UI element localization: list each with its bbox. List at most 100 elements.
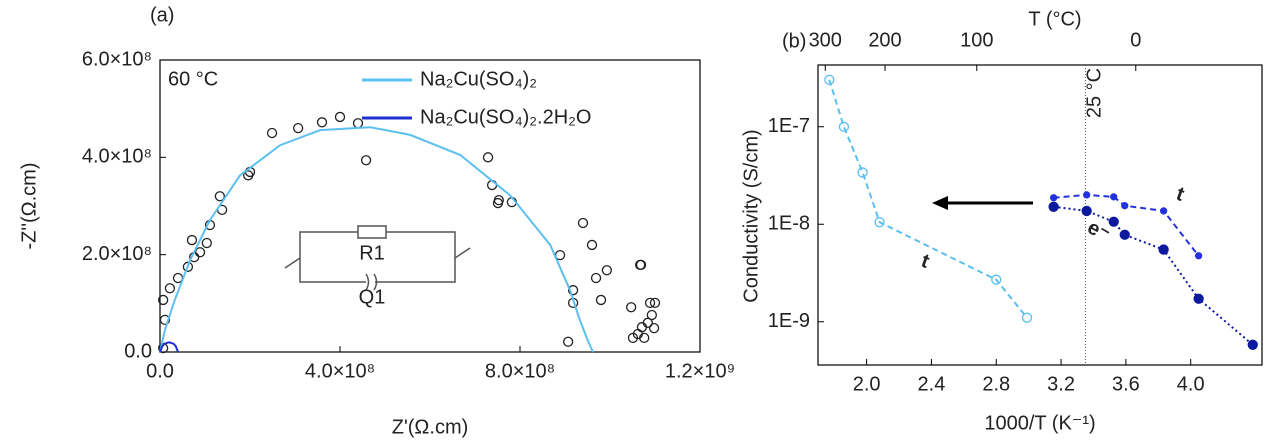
x2-tick-label: 300 xyxy=(809,29,842,51)
data-point xyxy=(1247,339,1258,350)
x-axis-label: Z'(Ω.cm) xyxy=(392,416,469,438)
data-point xyxy=(214,191,226,202)
data-point xyxy=(352,118,364,129)
annotation: Q1 xyxy=(359,286,386,308)
x-tick-label: 4.0×10⁸ xyxy=(305,360,375,382)
x-tick-label: 0.0 xyxy=(146,360,174,382)
data-point xyxy=(649,297,661,308)
data-point xyxy=(157,342,169,354)
data-point xyxy=(316,117,328,128)
data-point xyxy=(648,323,660,334)
data-point xyxy=(595,294,607,306)
data-point xyxy=(1108,216,1119,227)
x2-tick-label: 100 xyxy=(960,29,993,51)
annotation: R1 xyxy=(359,242,385,264)
data-point xyxy=(567,285,579,296)
x-tick-label: 3.6 xyxy=(1112,373,1140,395)
annotation: 60 °C xyxy=(168,68,218,90)
y-tick-label: 1E-8 xyxy=(768,213,810,235)
y-tick-label: 6.0×10⁸ xyxy=(82,48,152,70)
data-point xyxy=(642,317,653,328)
x-tick-label: 2.4 xyxy=(918,373,946,395)
x2-tick-label: 0 xyxy=(1130,29,1141,51)
data-point xyxy=(1048,201,1059,212)
data-point xyxy=(586,239,598,251)
data-point xyxy=(334,111,346,123)
data-point xyxy=(1021,312,1033,323)
data-point xyxy=(1119,229,1130,240)
data-point xyxy=(1193,293,1204,304)
legend-label: Na₂Cu(SO₄)₂ xyxy=(420,68,537,90)
plot-frame xyxy=(817,64,1263,366)
x-tick-label: 3.2 xyxy=(1047,373,1075,395)
reference-label: 25 °C xyxy=(1084,68,1106,118)
data-point xyxy=(635,259,647,271)
series-line xyxy=(1053,193,1200,257)
data-point xyxy=(991,274,1002,285)
y-tick-label: 1E-9 xyxy=(768,310,810,332)
circuit-diagram xyxy=(284,225,471,291)
data-point xyxy=(1194,252,1203,260)
data-point xyxy=(1083,191,1091,199)
panel-label: (b) xyxy=(782,30,806,52)
data-point xyxy=(292,122,304,134)
y-tick-label: 4.0×10⁸ xyxy=(82,146,152,168)
plot-frame xyxy=(159,59,701,353)
series-line xyxy=(159,126,594,353)
data-point xyxy=(182,261,194,272)
data-point xyxy=(577,217,589,229)
data-point xyxy=(194,247,206,258)
data-point xyxy=(159,314,171,326)
series-line xyxy=(828,79,1028,319)
annotation: t xyxy=(1173,183,1187,206)
series-line xyxy=(159,341,179,353)
data-point xyxy=(563,336,574,347)
x2-axis-label: T (°C) xyxy=(1028,8,1081,30)
data-point xyxy=(646,309,657,321)
y-axis-label: Conductivity (S/cm) xyxy=(740,129,762,302)
data-point xyxy=(492,197,504,209)
annotation: t xyxy=(918,250,932,273)
data-point xyxy=(1110,193,1118,201)
y-tick-label: 0.0 xyxy=(124,340,152,362)
data-point xyxy=(1159,207,1168,215)
data-point xyxy=(644,297,656,308)
chart: 0.0 4.0×10⁸ 8.0×10⁸ 1.2×10⁹ 0.0 2.0×10⁸ 4.0×10… xyxy=(18,4,735,438)
data-point xyxy=(824,74,835,85)
y-axis-label: -Z''(Ω.cm) xyxy=(18,162,40,249)
data-point xyxy=(857,167,868,178)
data-point xyxy=(1121,202,1129,210)
data-point xyxy=(838,121,850,132)
data-point xyxy=(157,294,169,306)
data-point xyxy=(1049,194,1058,202)
data-point xyxy=(266,127,278,139)
data-point xyxy=(1158,244,1169,255)
data-point xyxy=(601,265,612,276)
data-point xyxy=(1081,205,1092,217)
data-point xyxy=(164,283,176,294)
x-tick-label: 1.2×10⁹ xyxy=(665,360,735,382)
data-point xyxy=(482,152,494,163)
y-tick-label: 1E-7 xyxy=(768,115,810,137)
arrow xyxy=(932,196,1033,210)
x-axis-label: 1000/T (K⁻¹) xyxy=(984,412,1095,434)
x2-tick-label: 200 xyxy=(868,29,901,51)
data-point xyxy=(632,328,644,340)
x-tick-label: 2.8 xyxy=(982,373,1010,395)
data-point xyxy=(626,302,637,313)
x-tick-label: 4.0 xyxy=(1177,373,1205,395)
y-tick-label: 2.0×10⁸ xyxy=(82,243,152,265)
x-tick-label: 2.0 xyxy=(853,373,881,395)
x-tick-label: 8.0×10⁸ xyxy=(485,360,555,382)
series-line xyxy=(1053,205,1254,346)
data-point xyxy=(201,237,212,249)
data-point xyxy=(186,234,198,246)
panel-label: (a) xyxy=(150,4,174,26)
data-point xyxy=(590,272,602,284)
data-point xyxy=(243,170,254,181)
data-point xyxy=(360,155,372,166)
data-point xyxy=(874,217,885,228)
legend-label: Na₂Cu(SO₄)₂.2H₂O xyxy=(420,106,591,128)
